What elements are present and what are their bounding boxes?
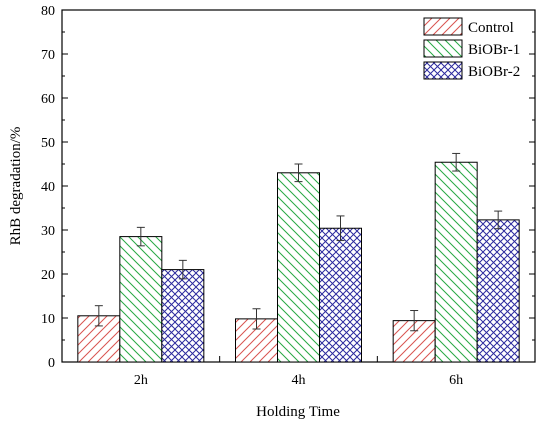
legend-swatch <box>423 39 463 58</box>
y-tick-label: 10 <box>41 312 55 327</box>
legend-label: BiOBr-1 <box>468 42 520 58</box>
y-tick-label: 20 <box>41 268 55 283</box>
legend-label: Control <box>468 20 514 36</box>
y-tick-label: 30 <box>41 224 55 239</box>
bar <box>119 236 163 363</box>
y-tick-label: 40 <box>41 180 55 195</box>
bar <box>476 219 520 363</box>
legend-swatch <box>423 17 463 36</box>
x-axis-title: Holding Time <box>256 404 340 420</box>
bar <box>434 161 478 363</box>
y-tick-label: 70 <box>41 48 55 63</box>
bar <box>161 269 205 363</box>
bar <box>319 227 362 363</box>
y-tick-label: 80 <box>41 4 55 19</box>
y-tick-label: 50 <box>41 136 55 151</box>
x-tick-label: 4h <box>292 373 306 388</box>
y-tick-label: 60 <box>41 92 55 107</box>
y-axis-title: RhB degradation/% <box>8 127 24 246</box>
legend-swatch <box>423 61 463 80</box>
x-tick-label: 6h <box>449 373 463 388</box>
y-tick-label: 0 <box>48 356 55 371</box>
bar <box>277 172 320 363</box>
x-tick-label: 2h <box>134 373 148 388</box>
legend-label: BiOBr-2 <box>468 64 520 80</box>
